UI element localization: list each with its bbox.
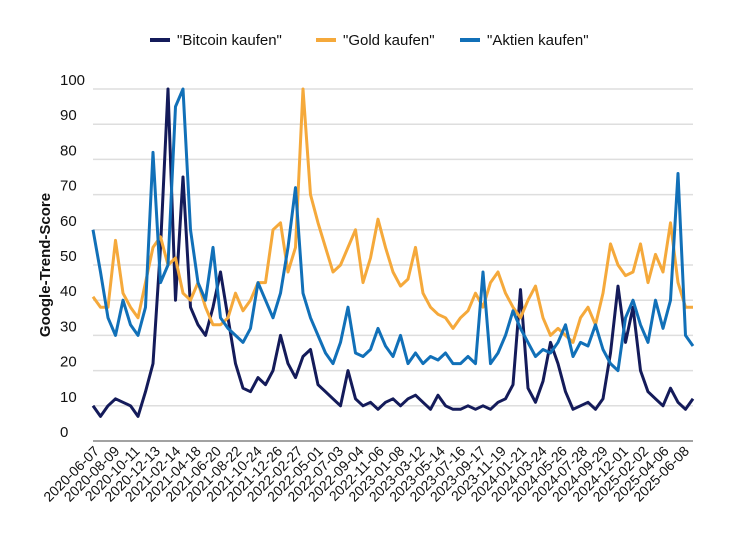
y-tick-label: 50 bbox=[60, 248, 77, 265]
legend-item: "Gold kaufen" bbox=[316, 32, 435, 49]
legend: "Bitcoin kaufen" "Gold kaufen" "Aktien kau… bbox=[150, 32, 589, 49]
series-line-0 bbox=[91, 87, 695, 418]
y-tick-label: 70 bbox=[60, 178, 77, 195]
y-tick-label: 30 bbox=[60, 318, 77, 335]
x-axis-ticks: 2020-06-072020-08-092020-10-112020-12-13… bbox=[40, 443, 692, 505]
legend-label: "Aktien kaufen" bbox=[487, 32, 589, 49]
gridlines bbox=[93, 88, 693, 407]
y-tick-label: 10 bbox=[60, 389, 77, 406]
legend-item: "Aktien kaufen" bbox=[460, 32, 589, 49]
y-tick-label: 90 bbox=[60, 107, 77, 124]
legend-label: "Gold kaufen" bbox=[343, 32, 435, 49]
y-tick-label: 20 bbox=[60, 354, 77, 371]
y-tick-label: 80 bbox=[60, 142, 77, 159]
y-axis-ticks: 0 10 20 30 40 50 60 70 80 90 100 bbox=[60, 72, 85, 441]
series-line-2 bbox=[91, 87, 695, 373]
y-tick-label: 40 bbox=[60, 283, 77, 300]
y-tick-label: 60 bbox=[60, 213, 77, 230]
y-tick-label: 0 bbox=[60, 424, 68, 441]
legend-item: "Bitcoin kaufen" bbox=[150, 32, 282, 49]
series-lines bbox=[91, 87, 695, 418]
legend-label: "Bitcoin kaufen" bbox=[177, 32, 282, 49]
y-tick-label: 100 bbox=[60, 72, 85, 89]
series-line-1 bbox=[91, 87, 693, 344]
y-axis-label: Google-Trend-Score bbox=[37, 193, 54, 337]
